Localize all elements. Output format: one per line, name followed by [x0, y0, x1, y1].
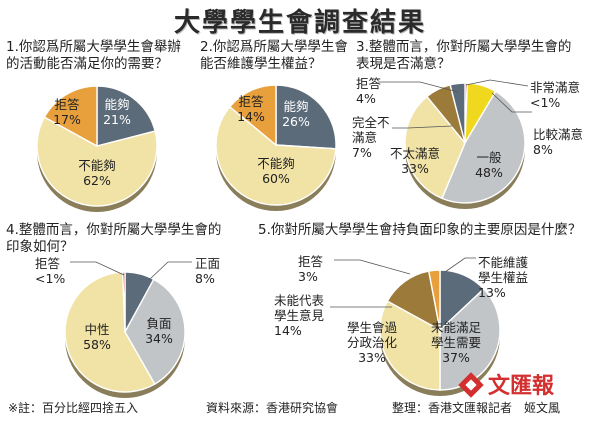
- leader-line-5: [148, 261, 192, 281]
- footnote: ※註：百分比經四捨五入: [8, 401, 139, 415]
- pie-3-label-5: 完全不滿意 7%: [352, 115, 390, 160]
- question-3-line-2: 表現是否滿意？: [356, 56, 451, 72]
- pie-4-label-4: 拒答<1%: [35, 256, 65, 286]
- question-1: 1.你認爲所屬大學學生會舉辦 的活動能否滿足你的需要？: [6, 39, 181, 73]
- pie-5-label-5: 拒答 3%: [298, 254, 324, 284]
- pie-3-slice-4: [404, 95, 466, 200]
- pie-2-slice-2: [215, 105, 337, 206]
- question-1-line-1: 1.你認爲所屬大學學生會舉辦: [6, 39, 181, 55]
- pie-1-label-2: 不能夠 62%: [78, 158, 116, 188]
- question-5: 5.你對所屬大學學生會持負面印象的主要原因是什麼？: [258, 222, 581, 239]
- leader-line-9: [334, 259, 411, 275]
- question-5-line-1: 5.你對所屬大學學生會持負面印象的主要原因是什麼？: [258, 222, 582, 238]
- pie-2-label-1: 能夠 26%: [282, 99, 310, 129]
- pie-5-label-4: 未能代表學生意見 14%: [274, 293, 325, 338]
- pie-1-slice-3: [43, 85, 98, 148]
- leader-line-3: [392, 125, 453, 129]
- pie-3-slice-6: [449, 82, 466, 144]
- question-3-line-1: 3.整體而言，你對所屬大學學生會的: [356, 39, 572, 55]
- pie-4-label-1: 正面 8%: [195, 256, 220, 286]
- pie-1-slice-2: [36, 116, 158, 207]
- pie-chart-2: 能夠 26% 不能夠 60% 拒答 14%: [215, 84, 337, 211]
- question-2-line-1: 2.你認爲所屬大學學生會: [200, 39, 348, 55]
- infographic-title: 大學學生會調查結果: [173, 8, 426, 38]
- pie-3-label-1: 非常滿意<1%: [530, 80, 580, 110]
- pie-1-slice-1: [96, 85, 156, 147]
- leader-line-2: [491, 92, 532, 113]
- question-2: 2.你認爲所屬大學學生會 能否維護學生權益？: [200, 39, 348, 73]
- leader-line-7: [444, 257, 476, 273]
- pie-4-label-3: 中性 58%: [83, 322, 111, 352]
- pie-1-label-3: 拒答 17%: [53, 97, 81, 127]
- pie-chart-3: 非常滿意<1% 比較滿意 8% 一般 48% 不太滿意 33%完全不滿意 7% 拒答 4%: [352, 76, 583, 209]
- pie-4-label-2: 負面 34%: [145, 316, 173, 346]
- pie-2-label-3: 拒答 14%: [237, 94, 265, 124]
- logo-mark-inner: [465, 379, 477, 391]
- pie-chart-1: 能夠 21% 不能夠 62% 拒答 17%: [36, 85, 158, 212]
- pie-chart-4: 正面 8% 負面 34% 中性 58% 拒答<1%: [35, 256, 220, 398]
- pie-4-slice-4: [122, 271, 126, 333]
- pie-3-slice-3: [441, 90, 526, 204]
- pie-3-label-4: 不太滿意 33%: [390, 146, 440, 176]
- pie-5-label-2: 未能滿足學生需要 37%: [431, 320, 482, 365]
- wenweipo-logo: 文匯報: [458, 372, 555, 399]
- source-note: 資料來源：香港研究協會: [206, 401, 339, 415]
- leader-line-4: [378, 81, 459, 93]
- pie-2-label-2: 不能夠 60%: [257, 156, 295, 186]
- pie-3-label-3: 一般 48%: [475, 150, 503, 180]
- leader-line-1: [465, 79, 529, 87]
- pie-chart-5: 不能維護學生權益 13% 未能滿足學生需要 37% 學生會過分政治化 33% 未能代表學生意…: [274, 254, 529, 396]
- pie-5-slice-3: [379, 300, 441, 391]
- question-3: 3.整體而言，你對所屬大學學生會的 表現是否滿意？: [356, 39, 571, 73]
- question-1-line-2: 的活動能否滿足你的需要？: [6, 56, 168, 72]
- question-2-line-2: 能否維護學生權益？: [200, 56, 322, 72]
- pie-5-label-3: 學生會過分政治化 33%: [347, 320, 398, 365]
- pie-5-slice-4: [386, 270, 441, 332]
- pie-5-slice-2: [439, 287, 501, 391]
- question-4-line-1: 4.整體而言，你對所屬大學學生會的: [6, 222, 222, 238]
- credit-note: 整理：香港文匯報記者 姬文風: [392, 401, 561, 415]
- pie-1-label-1: 能夠 21%: [103, 97, 131, 127]
- pie-2-slice-3: [228, 84, 277, 147]
- pie-5-slice-5: [427, 269, 441, 331]
- pie-2-slice-1: [275, 84, 337, 150]
- question-4-line-2: 印象如何？: [6, 239, 74, 255]
- logo-text: 文匯報: [488, 373, 555, 399]
- question-4: 4.整體而言，你對所屬大學學生會的 印象如何？: [6, 222, 221, 256]
- pie-3-label-6: 拒答 4%: [356, 76, 382, 106]
- leader-line-6: [70, 261, 125, 276]
- pie-4-slice-3: [64, 271, 156, 393]
- pie-3-label-2: 比較滿意 8%: [533, 127, 583, 157]
- pie-5-label-1: 不能維護學生權益 13%: [478, 255, 529, 300]
